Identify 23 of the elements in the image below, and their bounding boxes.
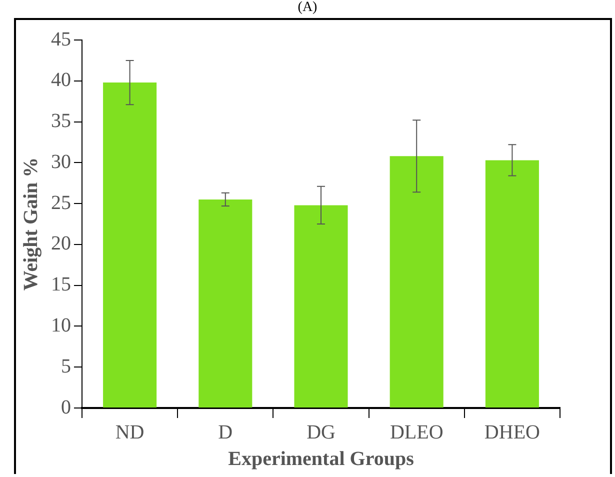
bar (103, 82, 157, 408)
y-tick-label: 10 (51, 314, 71, 336)
x-axis-title: Experimental Groups (228, 448, 414, 470)
y-axis-title: Weight Gain % (20, 157, 42, 291)
x-tick-label: DHEO (484, 421, 540, 444)
bar (198, 199, 252, 408)
bar (294, 205, 348, 408)
y-tick-label: 35 (51, 110, 71, 132)
bar (390, 156, 444, 408)
bar (485, 160, 539, 408)
y-tick-label: 25 (51, 192, 71, 214)
y-tick-label: 0 (61, 396, 71, 418)
y-tick-label: 5 (61, 355, 71, 378)
x-tick-label: D (218, 421, 233, 444)
chart-title: (A) (296, 0, 318, 16)
y-tick-label: 40 (51, 69, 71, 92)
y-tick-label: 20 (51, 232, 71, 255)
x-tick-label: ND (115, 421, 144, 444)
x-tick-label: DLEO (390, 421, 444, 444)
y-tick-label: 45 (51, 28, 71, 50)
x-tick-label: DG (306, 421, 336, 444)
y-tick-label: 30 (51, 150, 71, 173)
y-tick-label: 15 (51, 274, 71, 296)
